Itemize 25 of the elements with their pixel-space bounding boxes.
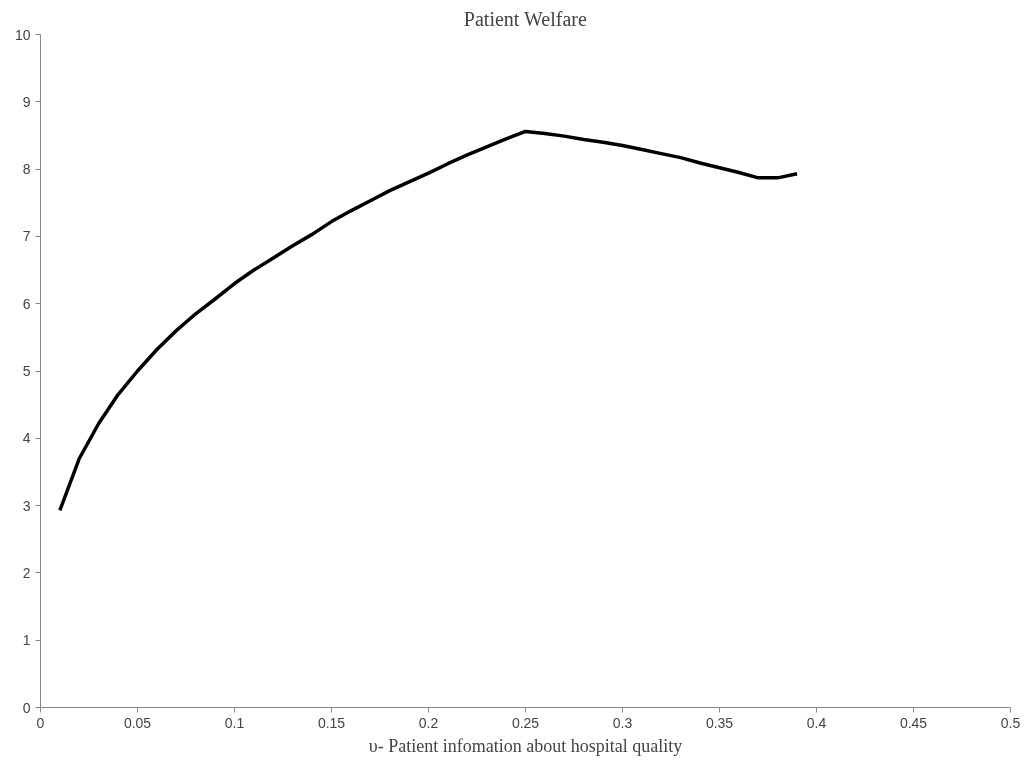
y-tick-label: 1 — [22, 632, 31, 649]
x-tick-label: 0.35 — [705, 714, 734, 731]
x-tick-label: 0.15 — [317, 714, 346, 731]
x-tick-label: 0 — [36, 714, 45, 731]
x-tick-label: 0.3 — [612, 714, 633, 731]
x-tick-label: 0.45 — [899, 714, 928, 731]
y-tick-label: 5 — [22, 363, 31, 379]
x-tick-label: 0.1 — [224, 714, 245, 731]
line-series — [58, 129, 799, 513]
y-tick-label: 0 — [22, 699, 31, 716]
x-tick-label: 0.4 — [806, 714, 827, 731]
y-tick-label: 3 — [22, 497, 31, 514]
x-tick-label: 0.2 — [418, 714, 439, 731]
y-tick-label: 10 — [14, 26, 31, 43]
chart-title: Patient Welfare — [463, 7, 587, 30]
x-tick-label: 0.05 — [123, 714, 152, 731]
y-tick-label: 4 — [22, 430, 31, 447]
y-tick-label: 9 — [22, 93, 31, 110]
x-axis-title: υ- Patient infomation about hospital quality — [368, 735, 683, 756]
x-tick-label: 0.25 — [511, 714, 540, 731]
y-tick-label: 2 — [22, 564, 31, 581]
y-tick-label: 6 — [22, 295, 31, 312]
x-tick-label: 0.5 — [1000, 714, 1021, 731]
y-tick-label: 8 — [22, 161, 31, 178]
y-tick-label: 7 — [22, 228, 31, 245]
